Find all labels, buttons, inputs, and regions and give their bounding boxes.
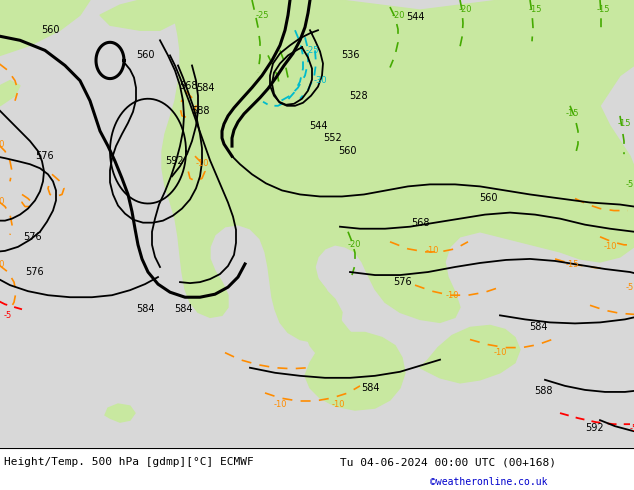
- Text: 576: 576: [26, 267, 44, 277]
- Text: -10: -10: [0, 140, 4, 148]
- Text: -15: -15: [618, 120, 631, 128]
- Polygon shape: [162, 0, 634, 343]
- Text: -20: -20: [391, 11, 404, 20]
- Text: -5: -5: [626, 180, 634, 189]
- Text: -10: -10: [0, 261, 4, 270]
- Polygon shape: [305, 333, 405, 410]
- Text: 568: 568: [179, 81, 197, 91]
- Text: 544: 544: [309, 121, 327, 131]
- Polygon shape: [105, 404, 135, 422]
- Text: 560: 560: [41, 25, 59, 35]
- Text: 588: 588: [534, 386, 552, 396]
- Text: -10: -10: [603, 243, 617, 251]
- Text: -25: -25: [305, 46, 319, 55]
- Text: -5: -5: [626, 283, 634, 292]
- Text: -15: -15: [566, 109, 579, 119]
- Text: 528: 528: [349, 91, 367, 101]
- Text: -10: -10: [445, 291, 459, 300]
- Text: -10: -10: [493, 348, 507, 357]
- Text: 544: 544: [406, 12, 424, 22]
- Text: 560: 560: [479, 194, 497, 203]
- Text: 584: 584: [174, 304, 192, 314]
- Text: 584: 584: [196, 83, 214, 93]
- Polygon shape: [420, 325, 520, 383]
- Text: 584: 584: [361, 383, 379, 393]
- Text: Height/Temp. 500 hPa [gdmp][°C] ECMWF: Height/Temp. 500 hPa [gdmp][°C] ECMWF: [4, 457, 254, 467]
- Text: -20: -20: [347, 240, 361, 249]
- Text: -10: -10: [425, 246, 439, 255]
- Text: -10: -10: [331, 399, 345, 409]
- Text: -10: -10: [0, 197, 4, 206]
- Text: -15: -15: [528, 4, 541, 14]
- Text: -5: -5: [630, 424, 634, 433]
- Polygon shape: [0, 0, 90, 55]
- Text: 584: 584: [136, 304, 154, 314]
- Polygon shape: [302, 267, 360, 364]
- Text: 536: 536: [340, 50, 359, 60]
- Text: 560: 560: [136, 50, 154, 60]
- Text: -5: -5: [4, 311, 12, 320]
- Text: 592: 592: [586, 423, 604, 433]
- Text: 576: 576: [23, 232, 41, 242]
- Text: -30: -30: [313, 76, 327, 85]
- Text: ©weatheronline.co.uk: ©weatheronline.co.uk: [430, 477, 548, 487]
- Text: -25: -25: [256, 11, 269, 20]
- Text: 592: 592: [165, 156, 184, 166]
- Text: 576: 576: [35, 151, 53, 161]
- Text: Tu 04-06-2024 00:00 UTC (00+168): Tu 04-06-2024 00:00 UTC (00+168): [340, 457, 556, 467]
- Polygon shape: [0, 80, 20, 106]
- Text: -10: -10: [195, 159, 209, 168]
- Text: -15: -15: [566, 261, 579, 270]
- Text: 568: 568: [411, 218, 429, 228]
- Text: -15: -15: [596, 4, 610, 14]
- Text: 552: 552: [323, 133, 342, 143]
- Text: 576: 576: [392, 277, 411, 287]
- Text: -10: -10: [273, 399, 287, 409]
- Text: 588: 588: [191, 106, 209, 116]
- Text: 584: 584: [529, 322, 547, 332]
- Polygon shape: [100, 0, 220, 30]
- Text: 560: 560: [338, 146, 356, 156]
- Text: -20: -20: [458, 4, 472, 14]
